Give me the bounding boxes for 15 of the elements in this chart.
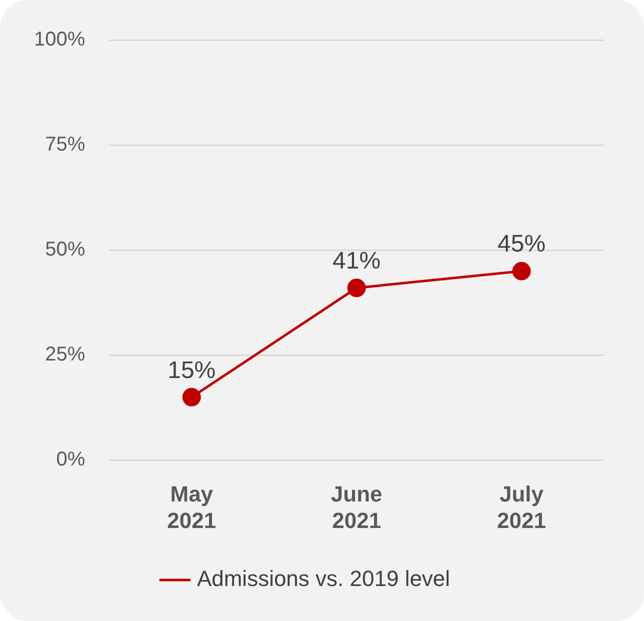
x-tick-label: May 2021 — [167, 481, 216, 533]
y-tick-label: 100% — [34, 28, 86, 51]
x-tick-label: June 2021 — [330, 481, 382, 533]
point — [347, 278, 366, 298]
legend-label: Admissions vs. 2019 level — [196, 566, 450, 592]
y-tick-label: 75% — [45, 134, 86, 156]
data-label: 45% — [498, 230, 546, 258]
point — [512, 262, 531, 280]
data-label: 15% — [168, 356, 216, 384]
point — [182, 388, 201, 406]
x-tick-label: July 2021 — [497, 481, 546, 533]
y-tick-label: 50% — [45, 238, 86, 261]
y-tick-label: 25% — [45, 344, 86, 366]
data-label: 41% — [332, 248, 381, 275]
y-tick-label: 0% — [56, 448, 86, 471]
